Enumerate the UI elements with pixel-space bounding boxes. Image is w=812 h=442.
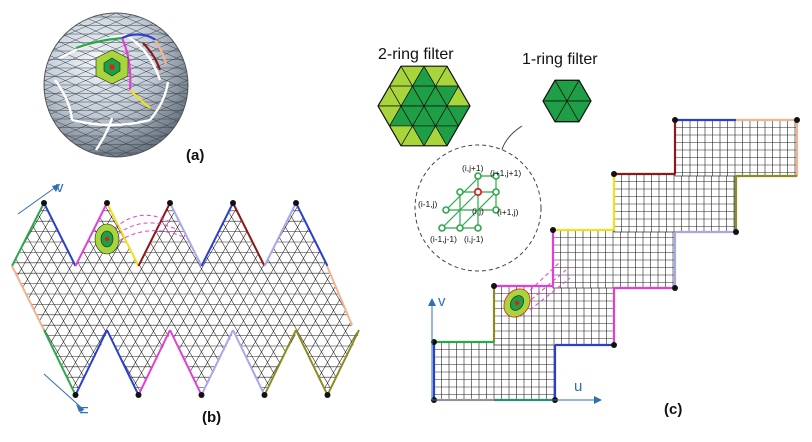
grid-v-label: v	[438, 293, 446, 310]
label-bottom: (i,j-1)	[464, 234, 484, 244]
panel-label-a: (a)	[186, 147, 204, 164]
one-ring-filter-title: 1-ring filter	[522, 51, 598, 68]
sphere-panel	[43, 12, 189, 158]
net-vertex-dots	[41, 200, 331, 398]
label-top-right: (i+1,j+1)	[490, 168, 521, 178]
net-colored-boundaries	[11, 202, 360, 396]
neighborhood-nodes	[438, 172, 500, 232]
grid-v-axis: v	[428, 293, 446, 400]
net-u-axis: u	[43, 373, 93, 414]
label-bottom-left: (i-1,j-1)	[430, 234, 457, 244]
neighborhood-center-node	[473, 187, 483, 197]
neighborhood-zoom: (i,j+1) (i+1,j+1) (i-1,j) (i,j) (i+1,j) …	[414, 125, 542, 272]
one-ring-filter: 1-ring filter	[522, 51, 598, 123]
net-u-label: u	[76, 406, 93, 414]
sphere-colored-edges	[75, 33, 168, 109]
label-center: (i,j)	[472, 206, 484, 216]
staircase-filter-patch	[503, 261, 571, 318]
grid-u-label: u	[574, 378, 582, 395]
label-right: (i+1,j)	[497, 207, 519, 217]
net-v-label: v	[56, 179, 64, 196]
panel-label-b: (b)	[202, 409, 221, 426]
panel-label-c: (c)	[664, 401, 682, 418]
label-left: (i-1,j)	[418, 199, 438, 209]
sphere-filter-patch	[95, 49, 129, 85]
grid-u-axis: u	[432, 378, 602, 404]
label-top: (i,j+1)	[462, 163, 484, 173]
net-filter-patch	[94, 214, 187, 255]
net-v-axis: v	[17, 179, 64, 215]
two-ring-filter-title: 2-ring filter	[378, 46, 454, 63]
